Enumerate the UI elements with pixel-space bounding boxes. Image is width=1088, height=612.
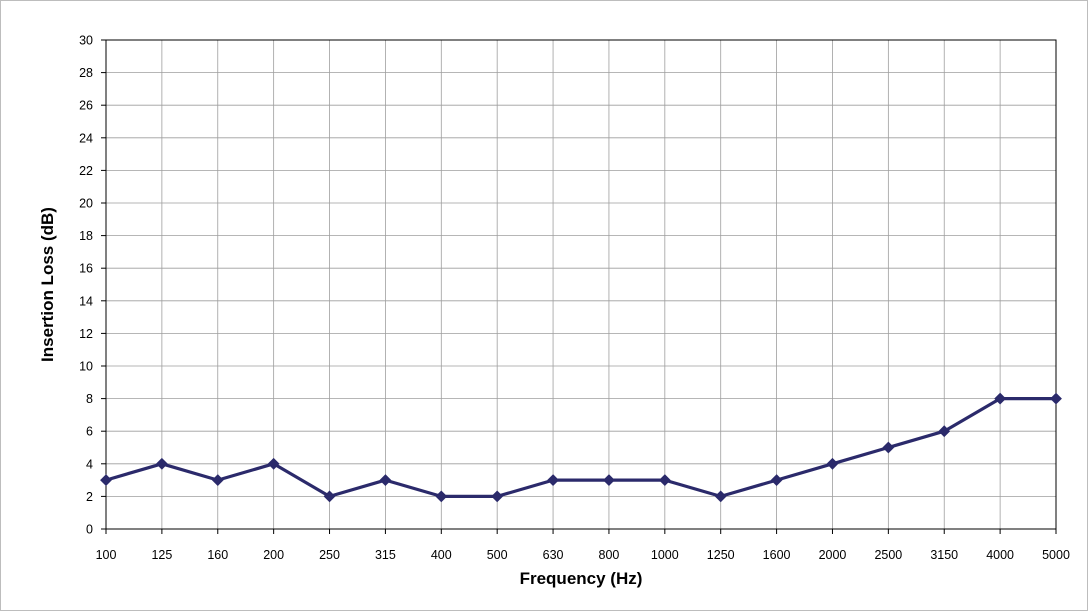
- series-line: [105, 397, 1056, 498]
- x-tick-label: 2500: [874, 548, 902, 562]
- y-tick-label: 22: [79, 164, 93, 178]
- y-tick-label: 8: [86, 392, 93, 406]
- data-point-marker: [714, 490, 727, 503]
- data-point-marker: [603, 474, 615, 487]
- x-tick-label: 630: [543, 548, 564, 562]
- data-point-marker: [435, 490, 448, 503]
- x-tick-label: 160: [207, 548, 228, 562]
- data-point-marker: [100, 474, 112, 487]
- x-tick-label: 400: [431, 548, 452, 562]
- y-tick-label: 12: [79, 327, 93, 341]
- data-point-marker: [938, 425, 951, 438]
- x-tick-label: 100: [96, 548, 117, 562]
- axis-layer: [101, 39, 1057, 534]
- y-tick-label: 16: [79, 262, 93, 276]
- y-tick-label: 14: [79, 294, 93, 308]
- x-tick-label: 2000: [819, 548, 847, 562]
- x-tick-label: 315: [375, 548, 396, 562]
- data-point-marker: [994, 392, 1007, 405]
- y-tick-label: 26: [79, 99, 93, 113]
- y-tick-label: 30: [79, 34, 93, 48]
- y-tick-label: 28: [79, 66, 93, 80]
- data-point-marker: [547, 474, 559, 487]
- x-tick-label: 3150: [930, 548, 958, 562]
- x-tick-label: 800: [599, 548, 620, 562]
- x-tick-label: 1600: [763, 548, 791, 562]
- plot-border: [105, 39, 1057, 530]
- y-axis-title: Insertion Loss (dB): [38, 207, 57, 362]
- x-tick-label: 500: [487, 548, 508, 562]
- data-point-marker: [770, 474, 783, 487]
- x-tick-label: 1250: [707, 548, 735, 562]
- data-point-marker: [491, 490, 504, 503]
- y-tick-label: 20: [79, 197, 93, 211]
- x-tick-label: 250: [319, 548, 340, 562]
- data-point-marker: [882, 441, 895, 454]
- y-tick-label: 0: [86, 523, 93, 537]
- y-tick-label: 2: [86, 490, 93, 504]
- data-point-marker: [379, 474, 392, 487]
- data-point-marker: [323, 490, 336, 503]
- y-tick-label: 24: [79, 131, 93, 145]
- y-tick-label: 10: [79, 360, 93, 374]
- data-point-marker: [267, 457, 280, 470]
- x-axis-title: Frequency (Hz): [520, 569, 643, 588]
- y-tick-label: 18: [79, 229, 93, 243]
- data-point-marker: [1050, 392, 1062, 405]
- data-point-marker: [826, 457, 839, 470]
- y-tick-label: 6: [86, 425, 93, 439]
- x-tick-label: 1000: [651, 548, 679, 562]
- series-layer: [100, 392, 1062, 503]
- data-point-marker: [211, 474, 224, 487]
- data-point-marker: [155, 457, 168, 470]
- x-tick-label: 5000: [1042, 548, 1070, 562]
- data-point-marker: [658, 474, 671, 487]
- y-tick-label: 4: [86, 457, 93, 471]
- x-tick-label: 4000: [986, 548, 1014, 562]
- grid-layer: [105, 39, 1057, 530]
- x-tick-label: 200: [263, 548, 284, 562]
- x-tick-label: 125: [151, 548, 172, 562]
